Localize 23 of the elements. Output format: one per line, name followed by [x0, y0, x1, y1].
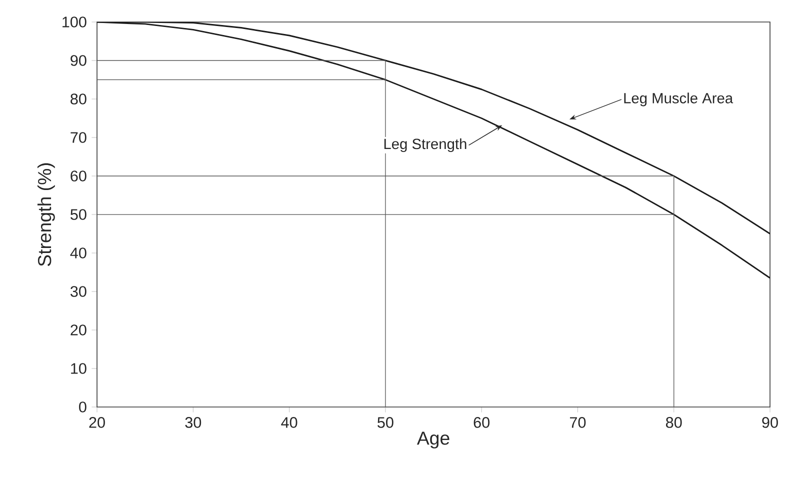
x-tick-label: 30: [185, 417, 202, 428]
annotation: Leg Muscle Area: [624, 92, 734, 106]
y-tick-label: 100: [62, 16, 86, 28]
x-tick-label: 20: [89, 417, 105, 428]
y-tick-label: 90: [70, 55, 86, 66]
x-tick-label: 70: [570, 417, 586, 428]
x-tick-label: 50: [378, 417, 394, 428]
x-tick-label: 90: [762, 417, 778, 428]
y-tick-label: 20: [70, 324, 86, 336]
y-tick-label: 80: [70, 94, 86, 104]
y-tick-label: 0: [79, 402, 86, 412]
annotation: Leg Strength: [384, 138, 466, 152]
y-tick-label: 50: [70, 209, 86, 220]
y-tick-label: 10: [71, 363, 86, 374]
y-axis-title: Strength (%): [37, 163, 55, 266]
x-axis-title: Age: [416, 432, 450, 448]
x-tick-label: 40: [281, 417, 298, 428]
y-tick-label: 30: [70, 286, 86, 297]
x-tick-label: 80: [666, 417, 682, 428]
y-tick-label: 70: [70, 132, 86, 143]
y-tick-label: 40: [70, 248, 86, 258]
x-tick-label: 60: [474, 417, 490, 428]
y-tick-label: 60: [70, 170, 86, 182]
